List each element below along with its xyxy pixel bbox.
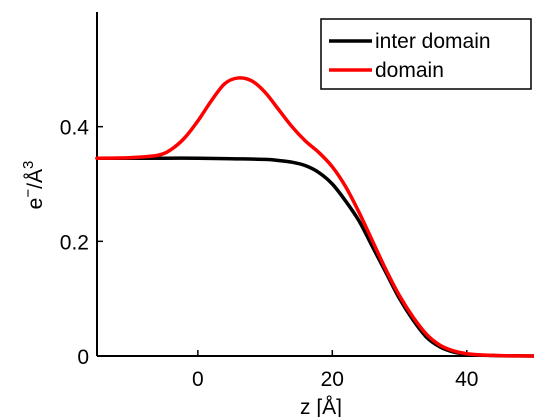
y-ticks: 0 0.2 0.4 <box>60 117 103 369</box>
series-line-inter-domain <box>95 156 534 358</box>
y-axis: 0 0.2 0.4 e−/Å3 <box>20 12 103 369</box>
y-tick-label: 0 <box>77 346 89 369</box>
legend: inter domain domain <box>320 18 532 90</box>
legend-label-domain: domain <box>375 59 444 82</box>
y-tick-label: 0.2 <box>60 231 89 254</box>
x-axis-label: z [Å] <box>300 396 342 417</box>
legend-box <box>320 18 532 90</box>
x-tick-label: 0 <box>192 368 204 391</box>
x-axis: 0 20 40 z [Å] <box>97 350 534 417</box>
x-tick-label: 20 <box>321 368 344 391</box>
series-group <box>95 76 534 358</box>
y-axis-label: e−/Å3 <box>20 161 47 210</box>
series-line-domain <box>95 76 534 358</box>
x-tick-label: 40 <box>455 368 478 391</box>
y-tick-label: 0.4 <box>60 117 90 140</box>
legend-label-inter-domain: inter domain <box>375 30 491 53</box>
